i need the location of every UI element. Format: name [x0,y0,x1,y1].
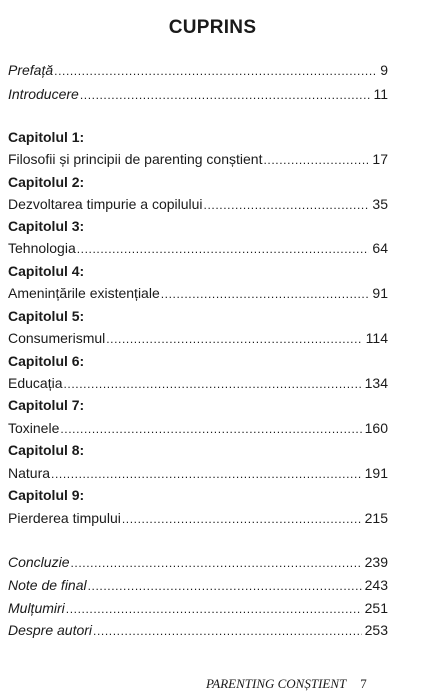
toc-entry-page: 11 [373,86,388,102]
toc-entry-label: Mulțumiri [8,600,65,616]
chapter-heading: Capitolul 3: [8,218,85,234]
toc-entry-page: 160 [364,420,388,436]
toc-entry-chapter-9[interactable]: Pierderea timpului .....................… [8,510,388,530]
toc-entry-note-de-final[interactable]: Note de final ..........................… [8,577,388,597]
leader-dots: ........................................… [76,242,370,256]
toc-entry-page: 239 [364,554,388,570]
leader-dots: ........................................… [54,64,377,78]
toc-entry-label: Amenințările existențiale [8,285,160,301]
chapter-heading: Capitolul 6: [8,353,85,369]
toc-entry-page: 134 [364,375,388,391]
page-title: CUPRINS [168,17,257,38]
leader-dots: ........................................… [263,153,370,167]
leader-dots: ........................................… [63,377,362,391]
toc-entry-prefata[interactable]: Prefață ................................… [8,62,388,82]
toc-entry-introducere[interactable]: Introducere ............................… [8,86,388,106]
toc-entry-label: Dezvoltarea timpurie a copilului [8,196,203,212]
toc-entry-label: Introducere [8,86,79,102]
toc-entry-page: 91 [372,285,388,301]
chapter-heading: Capitolul 4: [8,263,85,279]
toc-entry-label: Educația [8,375,63,391]
toc-entry-page: 243 [364,577,388,593]
chapter-heading: Capitolul 8: [8,442,85,458]
toc-entry-page: 9 [380,62,388,78]
leader-dots: ........................................… [203,198,370,212]
toc-entry-label: Toxinele [8,420,60,436]
leader-dots: ........................................… [160,287,370,301]
toc-entry-chapter-5[interactable]: Consumerismul ..........................… [8,330,388,350]
toc-entry-chapter-1[interactable]: Filosofii și principii de parenting conș… [8,151,388,171]
toc-entry-chapter-8[interactable]: Natura .................................… [8,465,388,485]
toc-entry-label: Despre autori [8,622,93,638]
toc-entry-page: 215 [364,510,388,526]
toc-entry-concluzie[interactable]: Concluzie ..............................… [8,554,388,574]
chapter-heading: Capitolul 9: [8,487,85,503]
toc-entry-chapter-2[interactable]: Dezvoltarea timpurie a copilului .......… [8,196,388,216]
leader-dots: ........................................… [106,332,362,346]
toc-entry-page: 35 [372,196,388,212]
leader-dots: ........................................… [93,624,362,638]
toc-entry-label: Note de final [8,577,87,593]
leader-dots: ........................................… [79,88,371,102]
leader-dots: ........................................… [65,602,362,616]
leader-dots: ........................................… [60,422,361,436]
leader-dots: ........................................… [51,467,362,481]
toc-entry-page: 17 [372,151,388,167]
toc-entry-page: 251 [364,600,388,616]
toc-entry-label: Natura [8,465,51,481]
running-title: PARENTING CONȘTIENT [206,676,347,691]
chapter-heading: Capitolul 5: [8,308,85,324]
page-number: 7 [360,676,367,691]
toc-entry-chapter-4[interactable]: Amenințările existențiale ..............… [8,285,388,305]
toc-entry-label: Concluzie [8,554,70,570]
chapter-heading: Capitolul 7: [8,397,85,413]
toc-entry-chapter-7[interactable]: Toxinele ...............................… [8,420,388,440]
toc-entry-chapter-3[interactable]: Tehnologia .............................… [8,240,388,260]
toc-entry-label: Consumerismul [8,330,106,346]
toc-entry-despre-autori[interactable]: Despre autori ..........................… [8,622,388,642]
chapter-heading: Capitolul 1: [8,129,85,145]
toc-entry-label: Prefață [8,62,54,78]
toc-entry-page: 191 [364,465,388,481]
toc-entry-label: Filosofii și principii de parenting conș… [8,151,263,167]
toc-entry-page: 253 [364,622,388,638]
toc-entry-multumiri[interactable]: Mulțumiri ..............................… [8,600,388,620]
leader-dots: ........................................… [70,556,362,570]
chapter-heading: Capitolul 2: [8,174,85,190]
toc-entry-label: Pierderea timpului [8,510,121,526]
leader-dots: ........................................… [87,579,362,593]
toc-entry-chapter-6[interactable]: Educația ...............................… [8,375,388,395]
toc-entry-label: Tehnologia [8,240,76,256]
toc-entry-page: 114 [365,330,388,346]
page-footer: PARENTING CONȘTIENT 7 [206,676,367,692]
toc-entry-page: 64 [372,240,388,256]
leader-dots: ........................................… [121,512,362,526]
